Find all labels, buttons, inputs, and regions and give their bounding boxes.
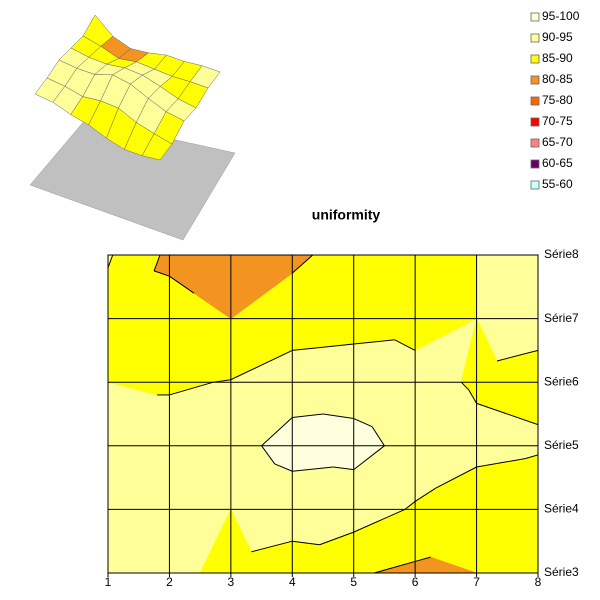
legend-label: 55-60 [542,177,573,191]
contour-line [476,402,508,415]
contour-line [292,466,334,472]
legend-swatch [530,54,540,64]
contour-line [394,339,416,351]
contour-line [274,463,293,472]
contour-line [353,445,385,471]
contour-line [404,501,416,510]
contour-line [507,413,539,426]
x-tick-label: 8 [535,575,542,589]
contour-line [496,349,539,362]
contour-line [476,458,526,468]
plot-border [107,254,539,574]
legend-label: 75-80 [542,93,573,107]
legend-swatch [530,33,540,43]
contour-line [468,389,478,404]
contour-line [153,270,170,277]
y-tick-label: Série4 [544,502,579,516]
contour-line [353,339,395,345]
contour-line [292,346,327,351]
legend-label: 85-90 [542,51,573,65]
contour-line [292,540,320,546]
x-tick-label: 1 [105,575,112,589]
y-tick-label: Série7 [544,311,579,325]
floor-plane [29,119,236,241]
contour-line [107,254,114,268]
x-tick-label: 5 [350,575,357,589]
contour-line [415,556,431,562]
legend-label: 90-95 [542,30,573,44]
contour-line [153,254,161,272]
x-tick-label: 2 [166,575,173,589]
contour-line [319,531,354,546]
surface-3d [34,14,221,161]
legend-swatch [530,180,540,190]
legend: 95-100 90-95 85-90 80-85 75-80 70-75 65-70 60-6… [530,9,580,191]
surface-cell [141,133,173,161]
contour-line [374,560,416,574]
contour-line [414,487,436,502]
contour-line [169,275,195,294]
contour-line [251,540,293,553]
contour-line [353,418,373,428]
legend-label: 70-75 [542,114,573,128]
legend-swatch [530,159,540,169]
x-tick-label: 6 [412,575,419,589]
y-tick-label: Série3 [544,565,579,579]
y-tick-label: Série6 [544,374,579,388]
legend-swatch [530,75,540,85]
legend-swatch [530,96,540,106]
legend-label: 65-70 [542,135,573,149]
contour-line [169,381,214,396]
contour-line [261,417,293,447]
contour-line [292,413,324,419]
contour-line [435,466,477,489]
legend-swatch [530,12,540,22]
legend-label: 60-65 [542,156,573,170]
contour-line [460,381,470,391]
contour-line [235,349,293,378]
y-tick-label: Série8 [544,247,579,261]
contour-line [261,445,276,465]
contour-line [525,454,539,459]
x-tick-label: 4 [289,575,296,589]
contour-line [353,508,406,533]
legend-label: 95-100 [542,9,580,23]
chart-title: uniformity [312,207,381,223]
contour-line [291,254,314,274]
contour-line [326,343,354,348]
legend-swatch [530,117,540,127]
contour-line [230,377,236,381]
x-tick-label: 3 [228,575,235,589]
legend-swatch [530,138,540,148]
y-tick-label: Série5 [544,438,579,452]
legend-label: 80-85 [542,72,573,86]
contour-line [333,466,354,471]
x-tick-label: 7 [473,575,480,589]
contour-line [371,426,385,447]
contour-line [322,413,354,420]
